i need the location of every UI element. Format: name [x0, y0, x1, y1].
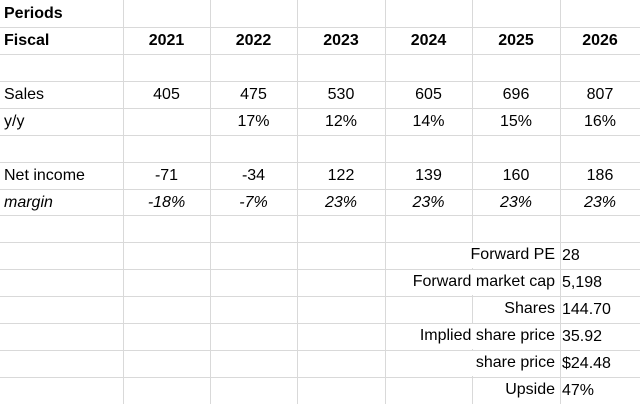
grid-line: [0, 27, 640, 28]
grid-line: [0, 215, 640, 216]
value-cell: 23%: [583, 193, 617, 211]
title: Periods: [4, 5, 63, 22]
grid-line: [472, 0, 473, 404]
grid-line: [0, 162, 640, 163]
row-label: y/y: [4, 112, 25, 130]
grid-line: [0, 296, 640, 297]
value-cell: 12%: [324, 112, 358, 130]
value-cell: 14%: [412, 112, 445, 130]
year-header: 2024: [410, 31, 447, 49]
summary-value: 47%: [562, 382, 595, 400]
summary-label: share price: [471, 351, 559, 377]
summary-value: 35.92: [562, 328, 603, 346]
value-cell: 696: [502, 85, 530, 103]
grid-line: [0, 242, 640, 243]
value-cell: 17%: [237, 112, 270, 130]
grid-line: [210, 0, 211, 404]
row-label: Fiscal: [4, 31, 50, 49]
value-cell: 186: [586, 166, 614, 184]
grid-line: [0, 81, 640, 82]
value-cell: 530: [327, 85, 355, 103]
year-header: 2023: [323, 31, 359, 49]
grid-line: [123, 0, 124, 404]
grid-line: [0, 323, 640, 324]
summary-label: Implied share price: [415, 324, 559, 350]
summary-label: Shares: [500, 297, 559, 323]
value-cell: 23%: [324, 193, 358, 211]
value-cell: -71: [154, 166, 179, 184]
grid-line: [0, 377, 640, 378]
row-label: margin: [4, 193, 53, 211]
summary-label: Forward market cap: [408, 270, 559, 296]
value-cell: 475: [240, 85, 267, 103]
value-cell: 807: [586, 85, 614, 103]
summary-label: Forward PE: [466, 243, 559, 269]
value-cell: -7%: [239, 193, 268, 211]
grid-line: [385, 0, 386, 404]
summary-value: 28: [562, 247, 580, 265]
summary-value: $24.48: [562, 355, 611, 373]
value-cell: 23%: [412, 193, 445, 211]
year-header: 2022: [235, 31, 272, 49]
grid-line: [297, 0, 298, 404]
value-cell: 122: [327, 166, 355, 184]
value-cell: 160: [502, 166, 530, 184]
grid-line: [0, 269, 640, 270]
grid-line: [0, 350, 640, 351]
summary-value: 144.70: [562, 301, 611, 319]
value-cell: 405: [153, 85, 180, 103]
value-cell: 23%: [499, 193, 533, 211]
grid-line: [0, 189, 640, 190]
value-cell: 15%: [499, 112, 533, 130]
value-cell: -34: [241, 166, 266, 184]
summary-value: 5,198: [562, 274, 603, 292]
value-cell: 16%: [583, 112, 617, 130]
row-label: Sales: [4, 85, 45, 103]
year-header: 2026: [582, 31, 618, 49]
year-header: 2025: [498, 31, 534, 49]
value-cell: -18%: [147, 193, 186, 211]
row-label: Net income: [4, 166, 85, 184]
value-cell: 605: [415, 85, 442, 103]
year-header: 2021: [148, 31, 185, 49]
grid-line: [0, 135, 640, 136]
value-cell: 139: [415, 166, 442, 184]
grid-line: [0, 54, 640, 55]
summary-label: Upside: [501, 378, 559, 403]
grid-line: [0, 108, 640, 109]
grid-line: [560, 0, 561, 404]
